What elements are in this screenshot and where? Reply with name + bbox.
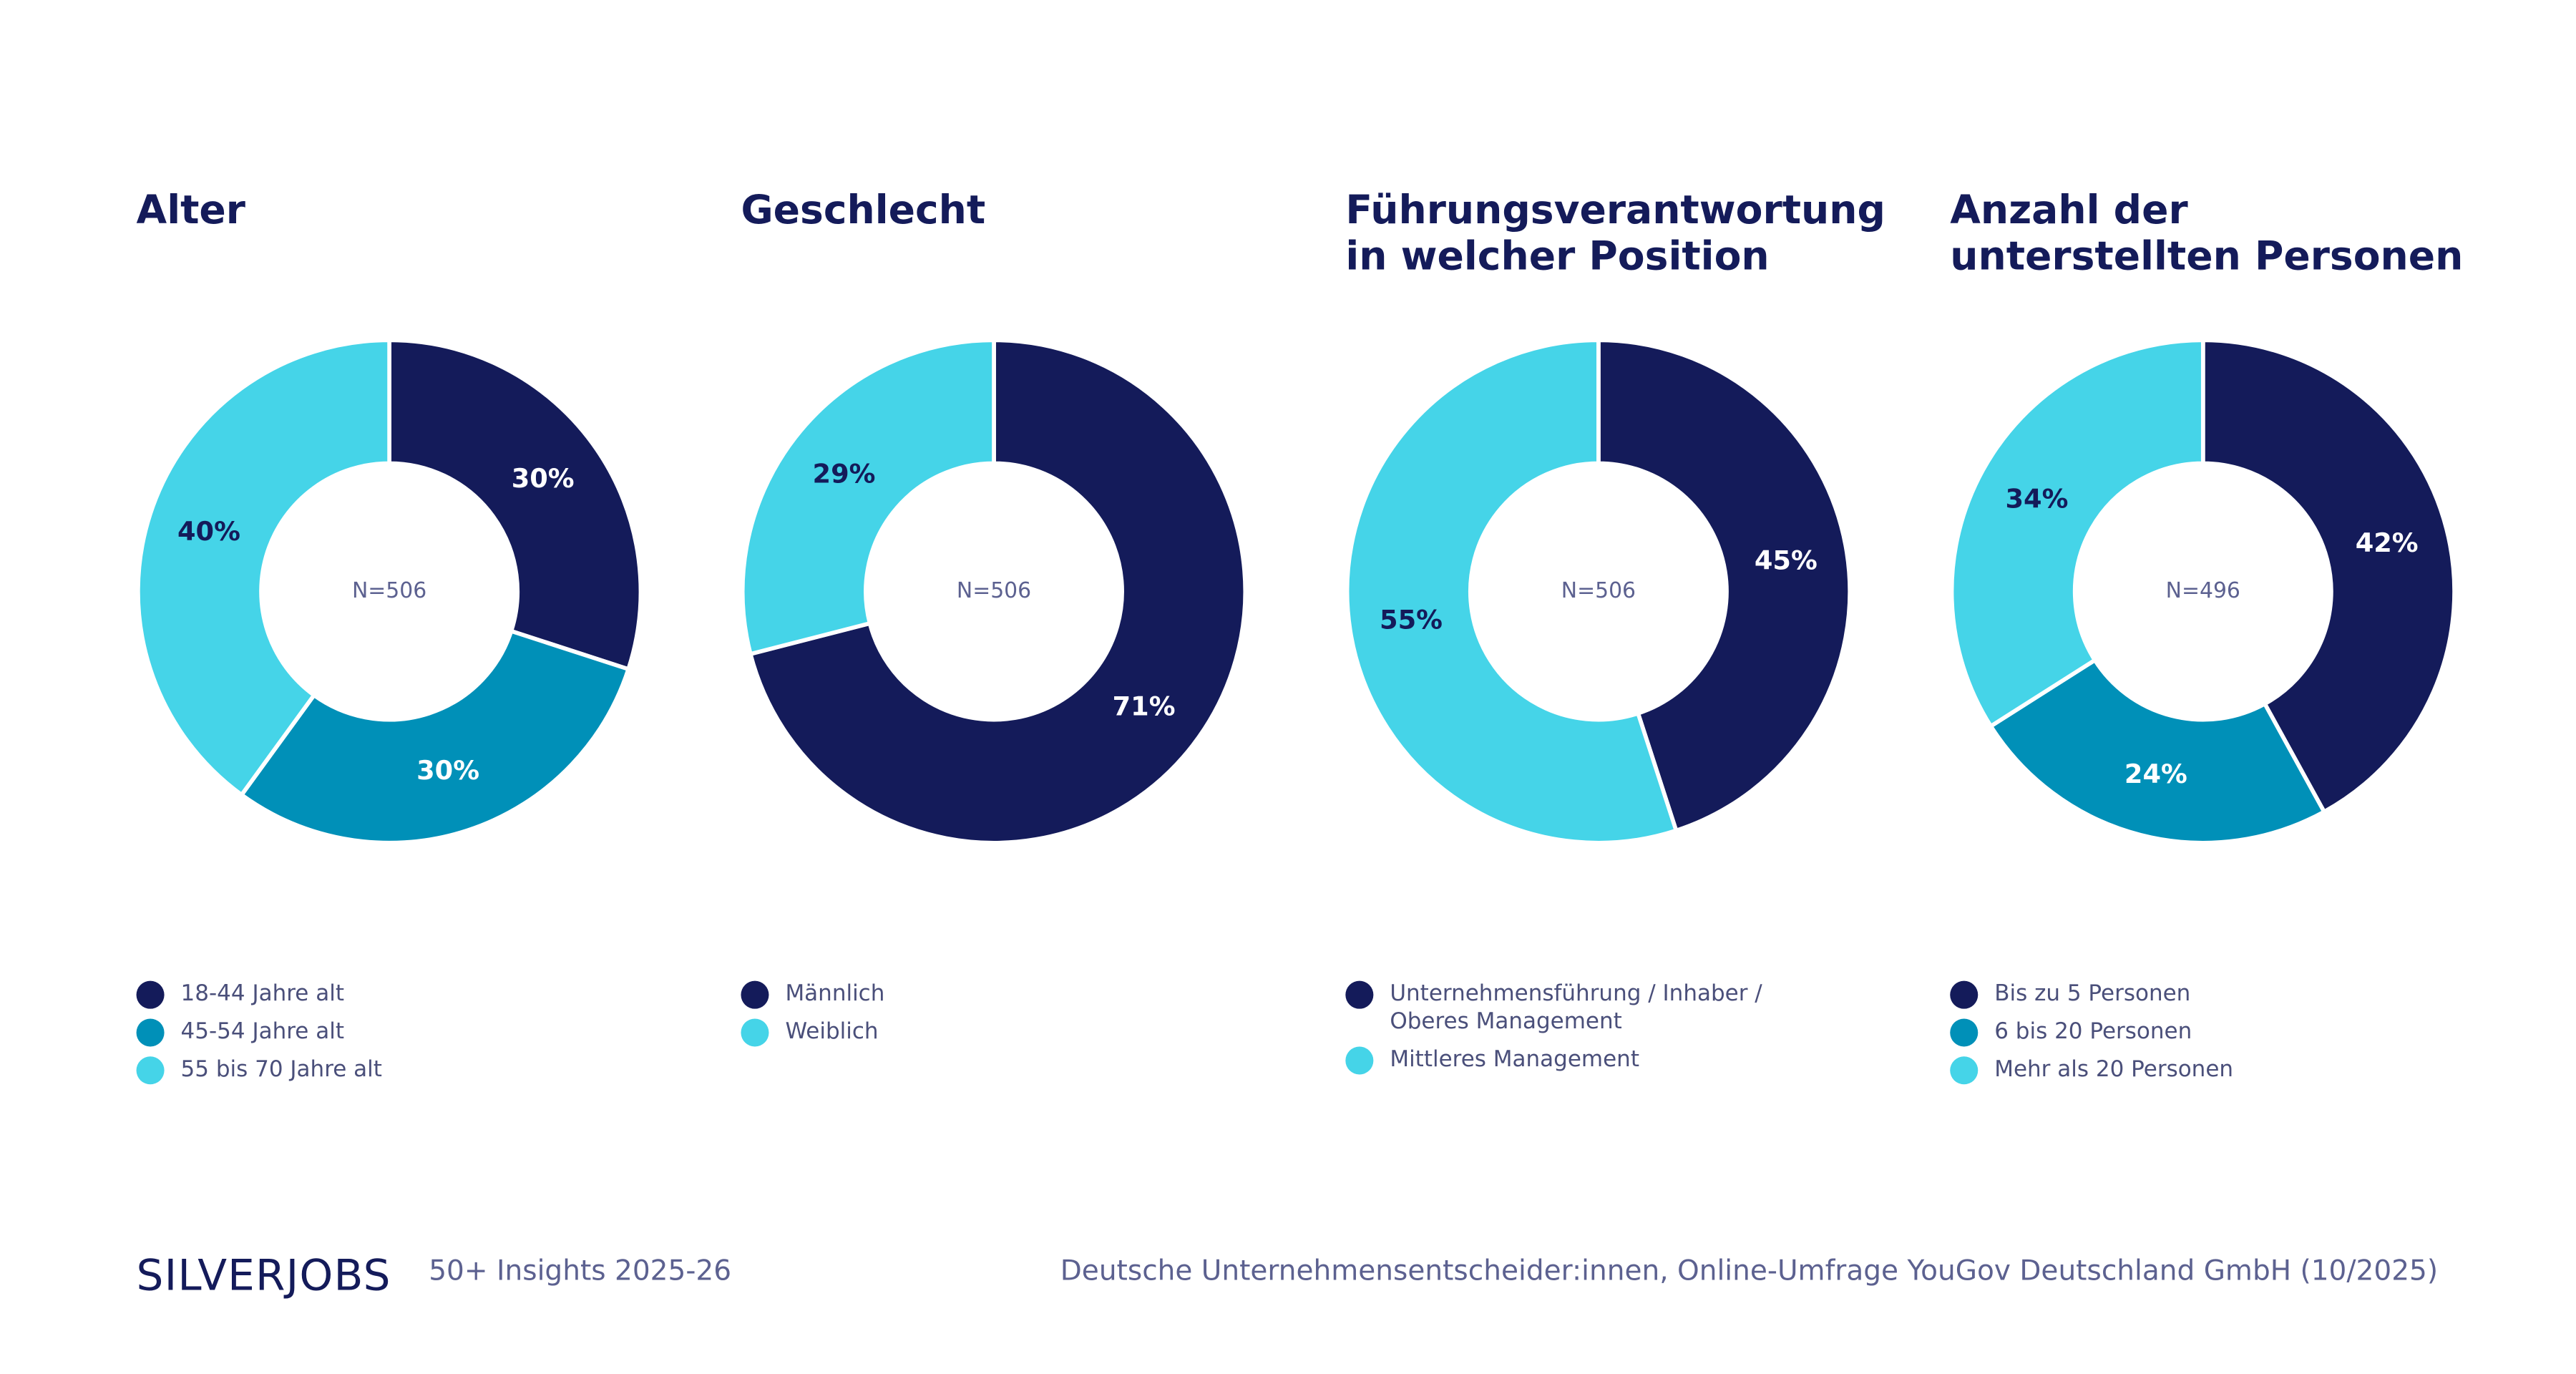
legend-item: Bis zu 5 Personen [1950,980,2394,1009]
logo: SILVERJOBS [136,1252,391,1302]
legend-label: Unternehmensführung / Inhaber / Oberes M… [1390,980,1762,1036]
legend: Unternehmensführung / Inhaber / Oberes M… [1345,980,1789,1075]
slice [387,338,643,672]
value-label: 24% [2124,759,2187,789]
value-label: 30% [416,755,479,786]
chart-panel: Geschlecht 71% 29% N=506 Männlich Weiblich [741,0,1283,1150]
value-label: 42% [2356,527,2419,558]
legend-item: Unternehmensführung / Inhaber / Oberes M… [1345,980,1789,1037]
chart-title: Geschlecht [741,187,986,234]
legend-swatch [1345,1046,1374,1075]
chart-title: Alter [136,187,245,234]
legend-label: 6 bis 20 Personen [1994,1018,2192,1046]
donut-chart: 42% 24% 34% N=496 [1950,338,2457,845]
value-label: 71% [1113,691,1176,722]
legend-item: 55 bis 70 Jahre alt [136,1056,580,1085]
legend-item: 45-54 Jahre alt [136,1018,580,1047]
legend-swatch [741,980,769,1009]
legend-item: 6 bis 20 Personen [1950,1018,2394,1047]
sample-size: N=506 [1561,578,1636,603]
legend: 18-44 Jahre alt 45-54 Jahre alt 55 bis 70 … [136,980,580,1085]
legend-swatch [1950,1018,1979,1047]
slice [1596,338,1852,834]
sample-size: N=506 [957,578,1031,603]
value-label: 40% [177,516,240,547]
value-label: 29% [813,458,876,489]
legend: Männlich Weiblich [741,980,1184,1047]
legend-swatch [741,1018,769,1047]
donut-chart: 45% 55% N=506 [1345,338,1852,845]
slice [1988,657,2327,845]
value-label: 55% [1380,605,1443,635]
legend-item: Weiblich [741,1018,1184,1047]
legend-label: Weiblich [785,1018,879,1046]
legend-item: Mittleres Management [1345,1046,1789,1075]
slice [1345,338,1679,845]
legend-label: Männlich [785,980,885,1008]
chart-title: Anzahl der unterstellten Personen [1950,187,2464,280]
legend-swatch [136,1056,165,1085]
donut-chart: 71% 29% N=506 [741,338,1248,845]
legend-label: 18-44 Jahre alt [180,980,344,1008]
slice [741,338,996,657]
legend-swatch [136,980,165,1009]
chart-panel: Führungsverantwortung in welcher Positio… [1345,0,1888,1150]
chart-title: Führungsverantwortung in welcher Positio… [1345,187,1885,280]
slice [2200,338,2457,815]
sample-size: N=506 [352,578,426,603]
legend-label: Mittleres Management [1390,1046,1639,1073]
slice [238,628,631,845]
legend-item: Männlich [741,980,1184,1009]
source: Deutsche Unternehmensentscheider:innen, … [1060,1255,2439,1288]
legend-swatch [1345,980,1374,1009]
legend: Bis zu 5 Personen 6 bis 20 Personen Mehr a… [1950,980,2394,1085]
legend-label: 55 bis 70 Jahre alt [180,1056,382,1083]
value-label: 45% [1755,545,1818,576]
slice [748,338,1248,845]
chart-panel: Anzahl der unterstellten Personen 42% 24% 3… [1950,0,2492,1150]
legend-item: 18-44 Jahre alt [136,980,580,1009]
legend-swatch [1950,980,1979,1009]
chart-panel: Alter 30% 30% 40% N=506 18-44 Jahre alt 45-54 … [136,0,679,1150]
legend-label: Bis zu 5 Personen [1994,980,2191,1008]
sample-size: N=496 [2166,578,2240,603]
donut-chart: 30% 30% 40% N=506 [136,338,643,845]
value-label: 30% [512,463,575,494]
value-label: 34% [2005,483,2068,514]
slice [1950,338,2205,729]
legend-label: 45-54 Jahre alt [180,1018,344,1046]
legend-swatch [1950,1056,1979,1085]
slice [136,338,391,798]
legend-label: Mehr als 20 Personen [1994,1056,2234,1083]
legend-swatch [136,1018,165,1047]
legend-item: Mehr als 20 Personen [1950,1056,2394,1085]
edition: 50+ Insights 2025-26 [429,1255,732,1288]
